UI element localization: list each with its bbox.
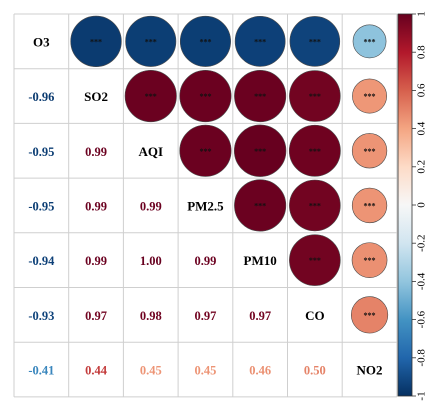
colorbar-tick-label: 0.2	[416, 160, 428, 174]
significance-marker: ***	[364, 256, 376, 265]
correlation-circle	[351, 242, 388, 278]
correlation-value: -0.96	[28, 90, 54, 104]
colorbar-tick-label: 0.6	[416, 83, 428, 97]
correlation-value: 0.97	[249, 309, 271, 323]
correlation-value: 0.45	[140, 364, 162, 378]
correlation-circle	[289, 234, 341, 286]
correlation-value: -0.41	[28, 364, 54, 378]
correlation-value: -0.94	[28, 254, 55, 268]
variable-label: O3	[33, 34, 50, 49]
significance-marker: ***	[254, 37, 266, 46]
colorbar-tick-label: 0.4	[416, 121, 428, 135]
correlation-value: 0.99	[195, 254, 217, 268]
correlation-circle	[288, 124, 341, 177]
significance-marker: ***	[309, 147, 321, 156]
correlation-value: 0.44	[85, 364, 108, 378]
matrix-grid: O3 *** *** *** *** *** *** -0.96 SO2 *** *** *** ***…	[13, 13, 398, 398]
correlation-value: -0.93	[28, 309, 54, 323]
correlation-circle	[70, 15, 122, 67]
correlation-circle	[351, 187, 388, 224]
colorbar-tick-label: -0.6	[416, 310, 428, 328]
significance-marker: ***	[145, 92, 157, 101]
correlation-value: 0.50	[304, 364, 326, 378]
correlation-value: 0.45	[195, 364, 217, 378]
correlation-circle	[124, 70, 177, 123]
significance-marker: ***	[254, 201, 266, 210]
correlation-value: 0.46	[249, 364, 271, 378]
significance-marker: ***	[364, 92, 376, 101]
significance-marker: ***	[364, 201, 376, 210]
significance-marker: ***	[309, 256, 321, 265]
correlation-circle	[351, 133, 388, 169]
variable-label: PM10	[244, 253, 277, 268]
variable-label: NO2	[357, 363, 383, 378]
correlation-circle	[289, 179, 341, 232]
colorbar-tick-label: 0	[416, 202, 428, 208]
correlation-circle	[350, 296, 389, 334]
significance-marker: ***	[199, 37, 211, 46]
correlation-value: -0.95	[28, 199, 54, 213]
correlation-circle	[289, 70, 341, 122]
significance-marker: ***	[199, 147, 211, 156]
colorbar-tick-label: -0.8	[416, 349, 428, 367]
correlation-circle	[179, 124, 232, 177]
correlation-circle	[234, 179, 287, 232]
significance-marker: ***	[145, 37, 157, 46]
significance-marker: ***	[254, 92, 266, 101]
significance-marker: ***	[309, 37, 321, 46]
correlation-circle	[125, 15, 177, 67]
correlation-value: 0.98	[140, 309, 162, 323]
correlation-value: 0.99	[140, 199, 162, 213]
colorbar: 1 0.8 0.6 0.4 0.2 0 -0.2 -0.4 -0.6 -0.8 -1	[397, 11, 428, 401]
correlation-value: 0.99	[85, 254, 107, 268]
correlation-circle	[233, 124, 287, 177]
colorbar-tick-label: -0.4	[416, 272, 428, 290]
correlation-value: -0.95	[28, 145, 54, 159]
significance-marker: ***	[364, 311, 376, 320]
correlation-value: 1.00	[140, 254, 162, 268]
correlation-circle	[179, 15, 231, 67]
significance-marker: ***	[254, 147, 266, 156]
colorbar-tick-label: 1	[416, 11, 428, 17]
colorbar-gradient	[397, 13, 413, 397]
significance-marker: ***	[364, 37, 376, 46]
significance-marker: ***	[309, 201, 321, 210]
variable-label: CO	[305, 308, 325, 323]
colorbar-tick-label: -1	[416, 391, 428, 400]
variable-label: SO2	[84, 89, 108, 104]
correlation-circle	[352, 24, 387, 59]
significance-marker: ***	[90, 37, 102, 46]
colorbar-tick-label: -0.2	[416, 234, 428, 251]
correlation-circle	[234, 70, 287, 123]
correlation-value: 0.99	[85, 145, 107, 159]
correlation-circle	[289, 16, 341, 67]
correlation-value: 0.97	[85, 309, 107, 323]
correlation-circle	[234, 15, 286, 67]
significance-marker: ***	[199, 92, 211, 101]
correlation-value: 0.99	[85, 199, 107, 213]
significance-marker: ***	[309, 92, 321, 101]
colorbar-tick-label: 0.8	[416, 45, 428, 59]
significance-marker: ***	[364, 147, 376, 156]
variable-label: PM2.5	[187, 198, 224, 213]
variable-label: AQI	[138, 144, 163, 159]
correlation-circle	[179, 70, 232, 123]
correlation-circle	[352, 78, 387, 114]
correlation-value: 0.97	[195, 309, 217, 323]
